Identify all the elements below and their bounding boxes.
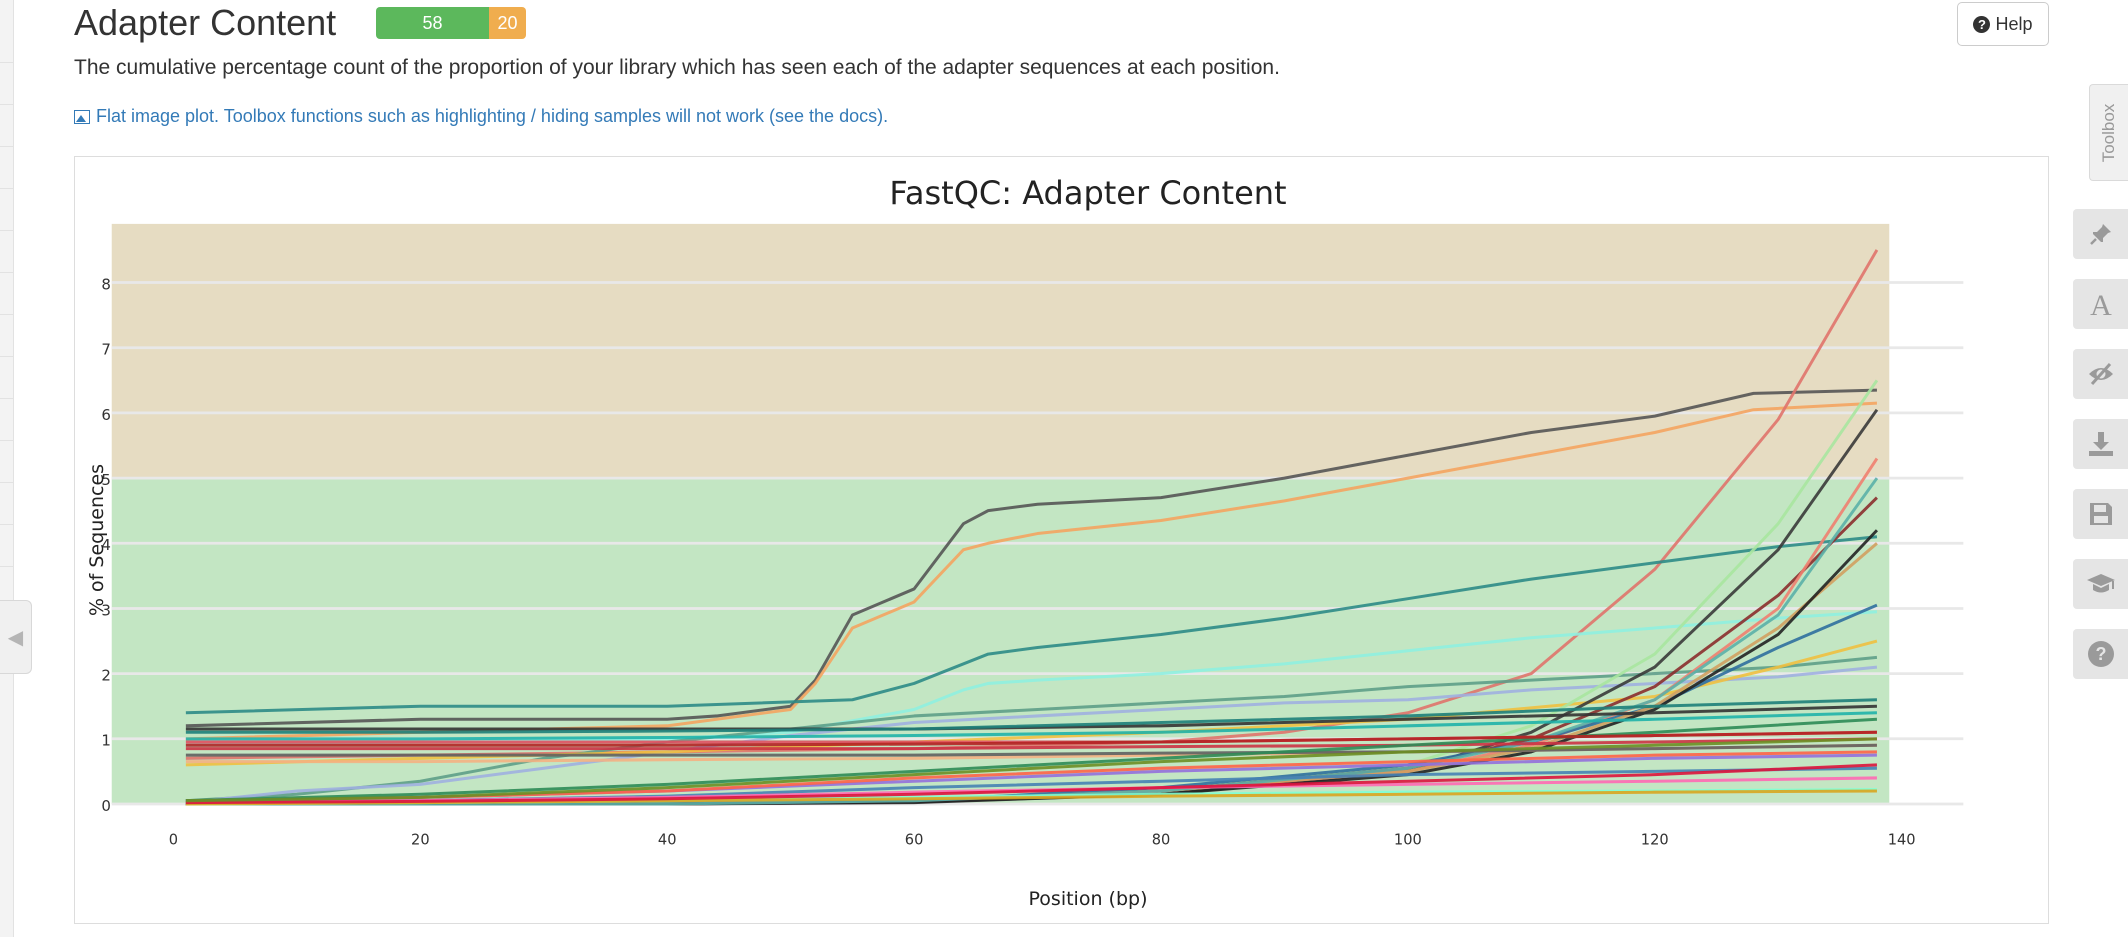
image-icon [74,109,90,124]
y-tick-label: 1 [101,732,111,750]
toolbox-save-button[interactable] [2073,489,2128,539]
adapter-content-chart: 0 20 40 60 80 100 120 140 0 1 2 3 4 5 6 7 8 FastQC: Adap… [86,174,1964,910]
plot-area: 0 20 40 60 80 100 120 140 0 1 2 3 4 5 6 7 8 [101,223,1964,848]
series-line-16 [185,477,1879,806]
y-tick-label: 4 [101,536,111,554]
help-button[interactable]: ? Help [1957,2,2049,46]
toolbox-rename-button[interactable]: A [2073,279,2128,329]
download-icon [2088,432,2113,456]
series-line-31 [185,737,1877,803]
y-tick-label: 3 [101,601,111,619]
y-tick-label: 0 [101,797,111,815]
y-axis-label: % of Sequences [86,464,108,616]
section-title: Adapter Content [74,2,337,43]
x-tick-label: 100 [1394,831,1422,848]
x-tick-label: 80 [1152,831,1171,848]
toolbox-export-button[interactable] [2073,419,2128,469]
y-tick-label: 6 [101,406,111,424]
x-tick-label: 60 [905,831,924,848]
status-warn-count: 20 [489,7,526,39]
series-line-32 [185,711,1877,741]
x-tick-label: 140 [1888,831,1916,848]
y-tick-labels: 0 1 2 3 4 5 6 7 8 [101,275,111,814]
x-tick-label: 40 [658,831,677,848]
series-line-7 [185,665,1878,805]
toolbox-hide-button[interactable] [2073,349,2128,399]
y-tick-label: 7 [101,341,111,359]
x-tick-labels: 0 20 40 60 80 100 120 140 [169,831,1916,848]
eye-slash-icon [2088,362,2113,386]
sidebar-collapse-toggle[interactable]: ◀ [0,600,32,674]
series-line-2 [185,401,1878,741]
svg-text:A: A [2090,289,2112,319]
series-line-18 [185,737,1877,751]
series-lines [185,249,1879,806]
y-tick-label: 8 [101,275,111,293]
status-band-warn [111,223,1890,479]
toolbox-about-button[interactable] [2073,559,2128,609]
chevron-left-icon: ◀ [7,626,24,649]
series-line-33 [185,730,1877,747]
toolbox-label: Toolbox [2099,103,2118,162]
left-sidebar-strip [0,0,14,937]
y-tick-label: 5 [101,471,111,489]
help-icon: ? [2087,641,2114,667]
font-icon: A [2090,289,2112,319]
toolbox-help-button[interactable]: ? [2073,629,2128,679]
x-axis-label: Position (bp) [1029,888,1148,910]
save-icon [2089,503,2112,525]
series-line-30 [185,763,1878,805]
toolbox-tab[interactable]: Toolbox [2089,84,2128,181]
series-line-6 [185,655,1878,803]
series-line-19 [185,704,1877,731]
flat-plot-notice-text: Flat image plot. Toolbox functions such … [96,106,889,126]
series-line-22 [185,743,1877,757]
pin-icon [2089,224,2111,245]
status-pass-count: 58 [376,7,489,39]
y-tick-label: 2 [101,666,111,684]
flat-plot-notice-link[interactable]: Flat image plot. Toolbox functions such … [74,106,888,127]
series-line-4 [185,535,1878,715]
question-circle-icon: ? [1973,15,1991,33]
svg-text:?: ? [2095,644,2106,664]
help-button-label: Help [1995,13,2033,34]
x-tick-label: 120 [1641,831,1669,848]
section-description: The cumulative percentage count of the p… [74,56,1280,79]
grid-lines [111,281,1964,806]
x-tick-label: 20 [411,831,430,848]
status-progress-bar: 58 20 [376,7,526,39]
series-line-25 [185,717,1878,803]
series-line-1 [185,388,1877,728]
toolbox-highlight-button[interactable] [2073,209,2128,259]
x-tick-label: 0 [169,831,178,848]
chart-title: FastQC: Adapter Content [889,174,1286,212]
graduation-cap-icon [2086,574,2115,593]
series-line-20 [185,698,1877,734]
